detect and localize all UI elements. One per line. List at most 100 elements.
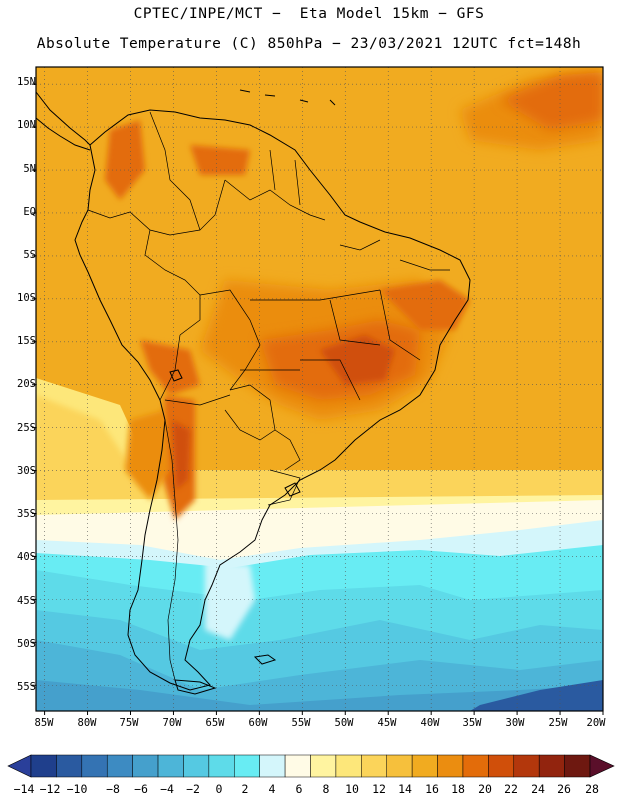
border-peru-brazil	[144, 229, 201, 336]
lat-label-10n: 10N	[17, 119, 36, 131]
colorbar-swatch	[411, 754, 438, 778]
colorbar-label-m10: −10	[66, 782, 88, 796]
lat-label-25s: 25S	[17, 422, 36, 434]
lat-label-55s: 55S	[17, 681, 36, 693]
lat-label-10s: 10S	[17, 292, 36, 304]
colorbar-label-6: 6	[295, 782, 303, 796]
map-frame	[35, 66, 604, 712]
colorbar-swatch	[513, 754, 540, 778]
border-uruguay	[267, 469, 301, 506]
colorbar-label-m2: −2	[186, 782, 200, 796]
lat-label-15n: 15N	[17, 76, 36, 88]
border-peru-bolivia	[159, 334, 181, 401]
lat-label-35s: 35S	[17, 508, 36, 520]
colorbar-swatch	[361, 754, 387, 778]
colorbar-label-24: 24	[531, 782, 545, 796]
lon-label-50w: 50W	[334, 717, 354, 729]
border-chile-argentina	[164, 419, 179, 681]
colorbar-swatch	[386, 754, 413, 778]
lat-label-5n: 5N	[23, 163, 36, 175]
colorbar-swatch	[81, 754, 108, 778]
border-argentina-brazil	[274, 429, 301, 471]
lat-label-20s: 20S	[17, 378, 36, 390]
colorbar-label-20: 20	[478, 782, 492, 796]
colorbar-label-28: 28	[585, 782, 599, 796]
colorbar-swatch	[437, 754, 464, 778]
colorbar-swatch	[564, 754, 591, 778]
field-warm-bahia-20	[380, 280, 470, 330]
colorbar-swatch	[157, 754, 184, 778]
falkland-islands	[253, 654, 277, 665]
border-guianas	[269, 149, 301, 206]
lagoa-dos-patos	[284, 482, 301, 497]
colorbar-swatch	[30, 754, 57, 778]
lon-label-80w: 80W	[77, 717, 97, 729]
lon-label-85w: 85W	[34, 717, 54, 729]
central-america-coast	[35, 91, 91, 151]
colorbar-swatch	[259, 754, 286, 778]
colorbar-label-16: 16	[425, 782, 439, 796]
border-bolivia-brazil	[199, 289, 261, 391]
south-america-coastline	[74, 109, 471, 691]
colorbar-swatch	[132, 754, 159, 778]
lon-label-70w: 70W	[162, 717, 182, 729]
field-band-m6	[36, 680, 603, 711]
colorbar-label-14: 14	[398, 782, 412, 796]
lon-label-20w: 20W	[586, 717, 606, 729]
colorbar-low-arrow	[7, 754, 32, 778]
lat-label-50s: 50S	[17, 638, 36, 650]
lon-label-40w: 40W	[420, 717, 440, 729]
colorbar-label-10: 10	[345, 782, 359, 796]
colorbar-label-26: 26	[557, 782, 571, 796]
field-warm-atlantic-20	[500, 72, 603, 130]
colorbar-swatch	[462, 754, 489, 778]
colorbar-label-m8: −8	[106, 782, 120, 796]
temperature-field	[36, 67, 603, 711]
country-borders	[87, 111, 450, 681]
colorbar-label-18: 18	[451, 782, 465, 796]
lon-label-30w: 30W	[505, 717, 525, 729]
colorbar-swatch	[106, 754, 133, 778]
colorbar-swatch	[56, 754, 83, 778]
lon-label-60w: 60W	[248, 717, 268, 729]
colorbar-swatch	[488, 754, 515, 778]
border-colombia-ecuador-peru	[87, 209, 201, 236]
field-warm-venezuela-20	[190, 145, 250, 175]
colorbar-label-4: 4	[268, 782, 276, 796]
colorbar-swatch	[538, 754, 565, 778]
field-warm-bolivia-20	[140, 340, 200, 395]
lat-label-5s: 5S	[23, 249, 36, 261]
colorbar-label-0: 0	[215, 782, 223, 796]
field-band-m12	[470, 680, 603, 711]
map-title-line2: Absolute Temperature (C) 850hPa − 23/03/…	[36, 36, 582, 52]
colorbar-swatch	[335, 754, 362, 778]
colorbar-swatch	[183, 754, 210, 778]
coastlines	[35, 89, 471, 695]
border-venezuela-brazil	[224, 179, 326, 221]
field-warm-chile-18	[125, 410, 170, 500]
colorbar-label-12: 12	[372, 782, 386, 796]
border-colombia-venezuela	[149, 111, 226, 231]
colorbar-label-m6: −6	[134, 782, 148, 796]
colorbar-label-m14: −14	[13, 782, 35, 796]
brazil-states	[240, 239, 450, 401]
gridlines	[36, 67, 603, 711]
lon-label-45w: 45W	[377, 717, 397, 729]
colorbar-label-m4: −4	[160, 782, 174, 796]
colorbar-swatch	[284, 754, 311, 778]
lat-label-45s: 45S	[17, 595, 36, 607]
temperature-colorbar	[7, 754, 615, 778]
lon-label-65w: 65W	[205, 717, 225, 729]
colorbar-swatch	[310, 754, 337, 778]
colorbar-label-8: 8	[322, 782, 330, 796]
lat-label-40s: 40S	[17, 551, 36, 563]
lon-label-25w: 25W	[548, 717, 568, 729]
map-title-line1: CPTEC/INPE/MCT − Eta Model 15km − GFS	[133, 6, 485, 22]
field-band-pacific-12	[36, 395, 140, 480]
colorbar-swatch	[234, 754, 260, 778]
colorbar-high-arrow	[589, 754, 615, 778]
tierra-del-fuego	[174, 679, 217, 695]
caribbean-islands	[239, 89, 336, 106]
border-bolivia-argentina	[164, 394, 231, 406]
